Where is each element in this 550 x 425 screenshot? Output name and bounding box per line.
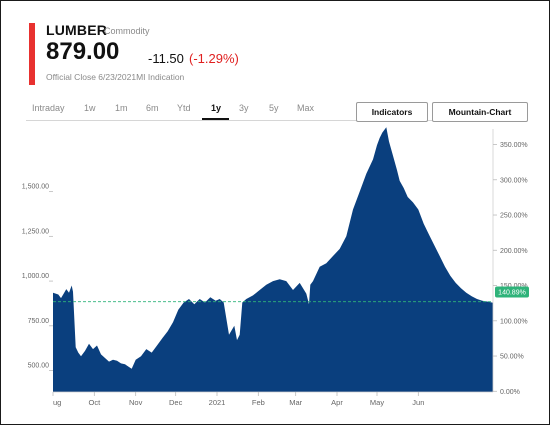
tab-3y[interactable]: 3y <box>239 103 249 113</box>
price-chart: 500.00 750.00 1,000.00 1,250.00 1,500.00 0.0… <box>22 127 529 407</box>
price-change-percent: (-1.29%) <box>189 51 239 66</box>
y-tick-right-label: 50.00% <box>500 354 524 361</box>
indicators-button[interactable]: Indicators <box>356 102 428 122</box>
x-tick-label: Dec <box>169 398 183 407</box>
y-tick-right-label: 350.00% <box>500 142 528 149</box>
x-tick-label: May <box>370 398 384 407</box>
y-tick-right-label: 300.00% <box>500 177 528 184</box>
y-tick-left-label: 500.00 <box>28 363 50 370</box>
price-change: -11.50 <box>148 51 184 66</box>
tabs-divider <box>26 120 504 121</box>
tab-intraday[interactable]: Intraday <box>32 103 65 113</box>
y-tick-right-label: 0.00% <box>500 389 520 396</box>
x-tick-label: Jun <box>412 398 424 407</box>
tab-ytd[interactable]: Ytd <box>177 103 191 113</box>
close-note: Official Close 6/23/2021MI Indication <box>46 72 185 82</box>
price-area <box>53 127 493 392</box>
y-tick-left-label: 1,250.00 <box>22 228 49 235</box>
chart-type-button[interactable]: Mountain-Chart <box>432 102 528 122</box>
y-tick-left-label: 1,500.00 <box>22 184 49 191</box>
tab-5y[interactable]: 5y <box>269 103 279 113</box>
x-tick-label: 2021 <box>209 398 226 407</box>
tab-1w[interactable]: 1w <box>84 103 96 113</box>
x-tick-label: Nov <box>129 398 143 407</box>
y-tick-right-label: 250.00% <box>500 213 528 220</box>
last-value-label: 140.89% <box>498 289 526 296</box>
x-tick-label: Feb <box>252 398 265 407</box>
tab-max[interactable]: Max <box>297 103 315 113</box>
x-tick-label: ug <box>53 398 61 407</box>
tab-1m[interactable]: 1m <box>115 103 128 113</box>
y-tick-right-label: 200.00% <box>500 248 528 255</box>
x-tick-label: Apr <box>331 398 343 407</box>
last-value-badge: 140.89% <box>495 286 529 298</box>
accent-bar <box>29 23 35 85</box>
y-tick-left-label: 750.00 <box>28 318 50 325</box>
last-price: 879.00 <box>46 38 120 65</box>
x-tick-label: Oct <box>88 398 101 407</box>
symbol-name: LUMBER <box>46 22 108 38</box>
tab-6m[interactable]: 6m <box>146 103 159 113</box>
x-tick-label: Mar <box>289 398 302 407</box>
y-tick-right-label: 100.00% <box>500 318 528 325</box>
y-tick-left-label: 1,000.00 <box>22 273 49 280</box>
active-tab-indicator <box>202 118 229 120</box>
tab-1y[interactable]: 1y <box>211 103 222 113</box>
asset-type-label: Commodity <box>104 26 150 36</box>
